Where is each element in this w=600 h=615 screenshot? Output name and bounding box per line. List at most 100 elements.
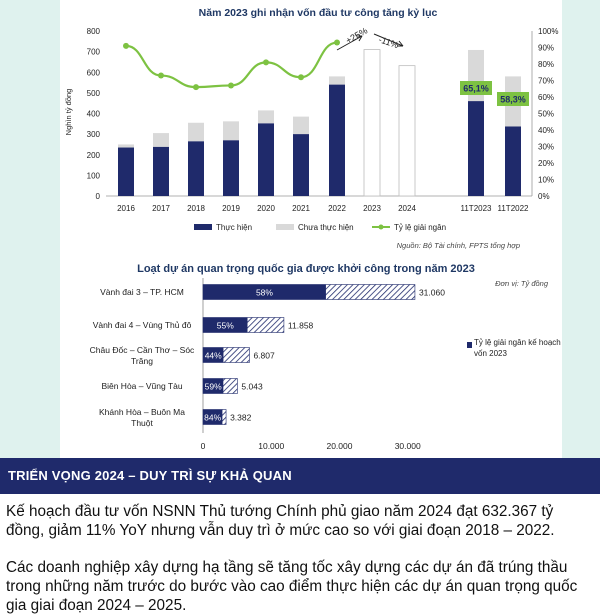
rate-label: 84% bbox=[204, 413, 221, 423]
bar-disbursed-portion bbox=[203, 409, 223, 425]
legend-label-ty-le: Tỷ lệ giải ngân bbox=[394, 223, 446, 232]
investment-chart: Năm 2023 ghi nhận vốn đầu tư công tăng k… bbox=[64, 7, 558, 250]
bar-thuc-hien bbox=[223, 140, 239, 196]
projects-chart: Loạt dự án quan trọng quốc gia được khởi… bbox=[90, 263, 561, 451]
category-label: Biên Hòa – Vũng Tàu bbox=[101, 381, 182, 391]
x-tick-label: 2020 bbox=[257, 204, 275, 213]
bar-chua-thuc-hien bbox=[398, 65, 416, 197]
bar-disbursed-portion bbox=[203, 284, 326, 300]
y-tick-label: 500 bbox=[87, 89, 101, 98]
chart1-title: Năm 2023 ghi nhận vốn đầu tư công tăng k… bbox=[199, 7, 438, 19]
x-tick-label: 2019 bbox=[222, 204, 240, 213]
ty-le-point bbox=[298, 74, 304, 81]
bar-chua-thuc-hien bbox=[118, 144, 134, 148]
y2-tick-label: 50% bbox=[538, 110, 554, 119]
right-margin-band bbox=[562, 0, 600, 458]
value-label: 6.807 bbox=[253, 351, 275, 361]
bar-chua-thuc-hien bbox=[329, 76, 345, 85]
section-banner: TRIỂN VỌNG 2024 – DUY TRÌ SỰ KHẢ QUAN bbox=[0, 458, 600, 494]
section-heading: TRIỂN VỌNG 2024 – DUY TRÌ SỰ KHẢ QUAN bbox=[8, 468, 292, 483]
y2-tick-label: 70% bbox=[538, 77, 554, 86]
decline-arrow bbox=[373, 33, 404, 47]
bar-chua-thuc-hien bbox=[223, 121, 239, 141]
x-tick-label: 2018 bbox=[187, 204, 205, 213]
bar-thuc-hien bbox=[153, 146, 169, 196]
value-label: 31.060 bbox=[419, 288, 445, 298]
bar-disbursed-portion bbox=[203, 378, 224, 394]
bar-thuc-hien bbox=[505, 126, 521, 196]
y-tick-label: 300 bbox=[87, 130, 101, 139]
y-tick-label: 800 bbox=[87, 27, 101, 36]
bar-thuc-hien bbox=[293, 134, 309, 196]
category-label: Vành đai 3 – TP. HCM bbox=[100, 287, 184, 297]
chart1-legend: Thực hiện Chưa thực hiện Tỷ lệ giải ngân bbox=[194, 223, 446, 232]
category-label: Châu Đốc – Cần Thơ – Sóc Trăng bbox=[90, 345, 195, 366]
y-tick-label: 400 bbox=[87, 110, 101, 119]
category-label: Vành đai 4 – Vùng Thủ đô bbox=[93, 320, 192, 330]
x-tick-label: 0 bbox=[201, 441, 206, 451]
ty-le-point bbox=[263, 59, 269, 66]
y-tick-label: 100 bbox=[87, 171, 101, 180]
x-tick-label: 10.000 bbox=[258, 441, 284, 451]
x-tick-label: 2024 bbox=[398, 204, 416, 213]
x-tick-label: 11T2022 bbox=[498, 204, 530, 213]
left-margin-band bbox=[0, 0, 60, 458]
y-tick-label: 200 bbox=[87, 151, 101, 160]
legend-swatch-chua-thuc-hien bbox=[276, 224, 294, 230]
y2-tick-label: 40% bbox=[538, 126, 554, 135]
y-tick-label: 0 bbox=[96, 192, 101, 201]
y2-tick-label: 80% bbox=[538, 60, 554, 69]
rate-label: 44% bbox=[205, 351, 222, 361]
value-label: 3.382 bbox=[230, 413, 252, 423]
decline-arrow-head bbox=[397, 40, 404, 47]
y2-tick-label: 20% bbox=[538, 159, 554, 168]
bar-chua-thuc-hien bbox=[153, 133, 169, 147]
rate-label: 58% bbox=[256, 288, 273, 298]
y2-tick-label: 10% bbox=[538, 176, 554, 185]
x-tick-label: 2017 bbox=[152, 204, 170, 213]
ty-le-point bbox=[158, 72, 164, 79]
y2-tick-label: 60% bbox=[538, 93, 554, 102]
bar-thuc-hien bbox=[188, 141, 204, 196]
bar-thuc-hien bbox=[329, 84, 345, 196]
growth-arrow bbox=[336, 35, 363, 51]
rate-label-box-11t2023 bbox=[460, 81, 492, 95]
chart1-source: Nguồn: Bộ Tài chính, FPTS tổng hợp bbox=[397, 241, 520, 250]
legend-label-chua-thuc-hien: Chưa thực hiện bbox=[298, 223, 354, 232]
bar-disbursed-portion bbox=[203, 347, 224, 363]
rate-label-11t2023: 65,1% bbox=[463, 84, 489, 94]
legend-label-thuc-hien: Thực hiện bbox=[216, 223, 252, 232]
x-tick-label: 2021 bbox=[292, 204, 310, 213]
chart2-unit-note: Đơn vị: Tỷ đồng bbox=[495, 279, 549, 288]
y2-tick-label: 90% bbox=[538, 44, 554, 53]
ty-le-point bbox=[193, 84, 199, 91]
ty-le-giai-ngan-line bbox=[125, 41, 338, 89]
x-tick-label: 30.000 bbox=[395, 441, 421, 451]
legend-swatch-ty-le-giai-ngan bbox=[467, 342, 472, 348]
bar-chua-thuc-hien bbox=[258, 110, 274, 124]
paragraph-1: Kế hoạch đầu tư vốn NSNN Thủ tướng Chính… bbox=[6, 503, 555, 539]
legend-marker-ty-le bbox=[378, 224, 384, 230]
rate-label: 59% bbox=[205, 382, 222, 392]
paragraph-2: Các doanh nghiệp xây dựng hạ tầng sẽ tăn… bbox=[6, 559, 578, 614]
y-tick-label: 600 bbox=[87, 68, 101, 77]
bar-disbursed-portion bbox=[203, 317, 248, 333]
bar-thuc-hien bbox=[118, 147, 134, 196]
ty-le-point bbox=[228, 82, 234, 89]
x-tick-label: 20.000 bbox=[326, 441, 352, 451]
chart2-title: Loạt dự án quan trọng quốc gia được khởi… bbox=[137, 263, 475, 275]
x-tick-label: 11T2023 bbox=[461, 204, 493, 213]
bar-chua-thuc-hien bbox=[293, 116, 309, 135]
category-label: Khánh Hòa – Buôn Ma Thuột bbox=[99, 407, 185, 428]
x-tick-label: 2023 bbox=[363, 204, 381, 213]
legend-swatch-thuc-hien bbox=[194, 224, 212, 230]
rate-label: 55% bbox=[217, 321, 234, 331]
ty-le-point bbox=[334, 39, 340, 46]
y-tick-label: 700 bbox=[87, 48, 101, 57]
value-label: 5.043 bbox=[241, 382, 263, 392]
ty-le-point bbox=[123, 42, 129, 49]
bar-thuc-hien bbox=[258, 123, 274, 196]
y2-tick-label: 100% bbox=[538, 27, 558, 36]
chart1-ylabel: Nghìn tỷ đồng bbox=[64, 89, 73, 136]
bar-chua-thuc-hien bbox=[363, 49, 381, 197]
